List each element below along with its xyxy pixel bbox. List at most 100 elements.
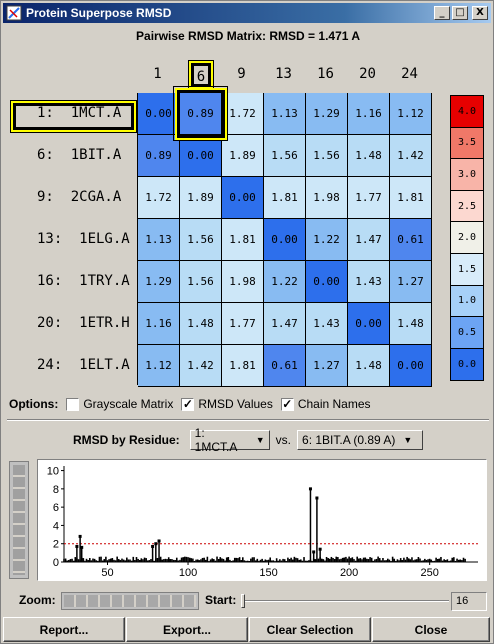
matrix-cell[interactable]: 0.61 (390, 219, 432, 261)
second-structure-dropdown[interactable]: 6: 1BIT.A (0.89 A) ▼ (297, 430, 424, 450)
close-button[interactable]: Close (372, 617, 490, 642)
chain-names-checkmark-icon-box[interactable]: ✓ (280, 396, 294, 411)
start-slider[interactable] (241, 592, 449, 610)
chain-names-label[interactable]: Chain Names (297, 397, 371, 411)
matrix-cell[interactable]: 1.42 (390, 135, 432, 177)
residue-peak (318, 547, 322, 551)
matrix-cell[interactable]: 1.42 (180, 345, 222, 387)
matrix-cell[interactable]: 1.48 (348, 135, 390, 177)
rmsd-values-checkmark-icon-box[interactable]: ✓ (181, 396, 195, 411)
close-window-button[interactable]: X (472, 6, 488, 20)
clear-selection-button[interactable]: Clear Selection (249, 617, 371, 642)
matrix-cell[interactable]: 1.29 (138, 261, 180, 303)
matrix-cell[interactable]: 0.00 (390, 345, 432, 387)
matrix-cell[interactable]: 1.12 (138, 345, 180, 387)
column-header-24[interactable]: 24 (401, 66, 418, 82)
matrix-cell[interactable]: 1.48 (180, 303, 222, 345)
matrix-cell[interactable]: 0.00 (222, 177, 264, 219)
matrix-title: Pairwise RMSD Matrix: RMSD = 1.471 A (136, 29, 360, 43)
grayscale-label[interactable]: Grayscale Matrix (83, 397, 174, 411)
matrix-cell[interactable]: 1.43 (348, 261, 390, 303)
matrix-cell[interactable]: 1.56 (264, 135, 306, 177)
column-header-9[interactable]: 9 (237, 66, 246, 82)
export-button[interactable]: Export... (126, 617, 248, 642)
matrix-cell[interactable]: 0.00 (306, 261, 348, 303)
report-button[interactable]: Report... (3, 617, 125, 642)
matrix-cell[interactable]: 1.13 (138, 219, 180, 261)
vertical-scale-slider[interactable] (9, 461, 29, 579)
title-bar[interactable]: Protein Superpose RMSD _ □ X (3, 3, 491, 23)
matrix-cell[interactable]: 1.29 (306, 93, 348, 135)
matrix-cell[interactable]: 1.77 (348, 177, 390, 219)
matrix-cell[interactable]: 1.56 (180, 219, 222, 261)
matrix-cell[interactable]: 1.56 (306, 135, 348, 177)
matrix-cell[interactable]: 1.81 (264, 177, 306, 219)
vs-label: vs. (275, 433, 292, 447)
matrix-cell[interactable]: 1.48 (348, 345, 390, 387)
matrix-cell[interactable]: 1.81 (390, 177, 432, 219)
column-header-6[interactable]: 6 (188, 60, 214, 90)
matrix-cell[interactable]: 1.22 (264, 261, 306, 303)
rmsd-values-label[interactable]: RMSD Values (198, 397, 273, 411)
matrix-cell[interactable]: 1.27 (390, 261, 432, 303)
matrix-cell[interactable]: 1.27 (306, 345, 348, 387)
rmsd-matrix[interactable]: 0.00 0.89 1.72 1.13 1.29 1.16 1.12 0.89 0.00 1.89… (137, 86, 432, 387)
row-header-2[interactable]: 6: 1BIT.A (37, 147, 122, 163)
y-tick-label: 2 (53, 539, 59, 551)
zoom-slider[interactable] (61, 592, 199, 610)
residue-rmsd-plot[interactable]: 0 2 4 6 8 10 50 100 150 200 250 (37, 459, 487, 581)
residue-peak (78, 534, 82, 538)
matrix-cell[interactable]: 1.47 (264, 303, 306, 345)
matrix-cell[interactable]: 1.13 (264, 93, 306, 135)
matrix-cell[interactable]: 1.56 (180, 261, 222, 303)
row-header-6[interactable]: 20: 1ETR.H (37, 315, 130, 331)
row-header-4[interactable]: 13: 1ELG.A (37, 231, 130, 247)
matrix-cell[interactable]: 1.43 (306, 303, 348, 345)
residue-rmsd-chart[interactable]: 0 2 4 6 8 10 50 100 150 200 250 (38, 460, 486, 580)
legend-swatch-0.0: 0.0 (451, 348, 483, 381)
column-header-16[interactable]: 16 (317, 66, 334, 82)
matrix-cell[interactable]: 1.81 (222, 345, 264, 387)
matrix-cell[interactable]: 1.47 (348, 219, 390, 261)
matrix-cell[interactable]: 1.12 (390, 93, 432, 135)
matrix-cell[interactable]: 1.72 (138, 177, 180, 219)
matrix-cell[interactable]: 1.16 (348, 93, 390, 135)
matrix-cell[interactable]: 1.89 (222, 135, 264, 177)
maximize-button[interactable]: □ (452, 6, 468, 20)
residue-selector-row: RMSD by Residue: 1: 1MCT.A ▼ vs. 6: 1BIT… (1, 426, 494, 454)
app-icon (6, 5, 22, 21)
row-header-5[interactable]: 16: 1TRY.A (37, 273, 130, 289)
matrix-cell[interactable]: 0.00 (348, 303, 390, 345)
column-header-13[interactable]: 13 (275, 66, 292, 82)
residue-peak (157, 539, 161, 543)
minimize-button[interactable]: _ (434, 6, 450, 20)
matrix-cell[interactable]: 1.81 (222, 219, 264, 261)
residue-peak (80, 545, 84, 549)
row-header-7[interactable]: 24: 1ELT.A (37, 357, 130, 373)
matrix-cell[interactable]: 1.77 (222, 303, 264, 345)
y-tick-label: 6 (53, 502, 59, 514)
matrix-cell[interactable]: 0.89 (138, 135, 180, 177)
matrix-cell[interactable]: 0.00 (180, 135, 222, 177)
matrix-cell[interactable]: 1.98 (222, 261, 264, 303)
x-tick-label: 50 (101, 567, 113, 579)
matrix-cell[interactable]: 1.89 (180, 177, 222, 219)
start-slider-thumb[interactable] (241, 594, 245, 608)
column-header-20[interactable]: 20 (359, 66, 376, 82)
start-value-field[interactable]: 16 (451, 592, 487, 611)
matrix-cell[interactable]: 1.22 (306, 219, 348, 261)
row-selection-highlight (10, 100, 137, 133)
matrix-cell[interactable]: 1.16 (138, 303, 180, 345)
matrix-cell[interactable]: 0.89 (173, 86, 228, 141)
first-structure-dropdown[interactable]: 1: 1MCT.A ▼ (189, 426, 270, 454)
matrix-cell[interactable]: 1.72 (222, 93, 264, 135)
row-header-3[interactable]: 9: 2CGA.A (37, 189, 122, 205)
y-tick-label: 8 (53, 484, 59, 496)
matrix-cell[interactable]: 1.48 (390, 303, 432, 345)
matrix-cell[interactable]: 0.61 (264, 345, 306, 387)
matrix-cell[interactable]: 1.98 (306, 177, 348, 219)
matrix-cell[interactable]: 0.00 (264, 219, 306, 261)
row-header-1[interactable]: 1: 1MCT.A (37, 105, 122, 121)
column-header-1[interactable]: 1 (153, 66, 162, 82)
grayscale-checkbox[interactable] (66, 397, 80, 411)
